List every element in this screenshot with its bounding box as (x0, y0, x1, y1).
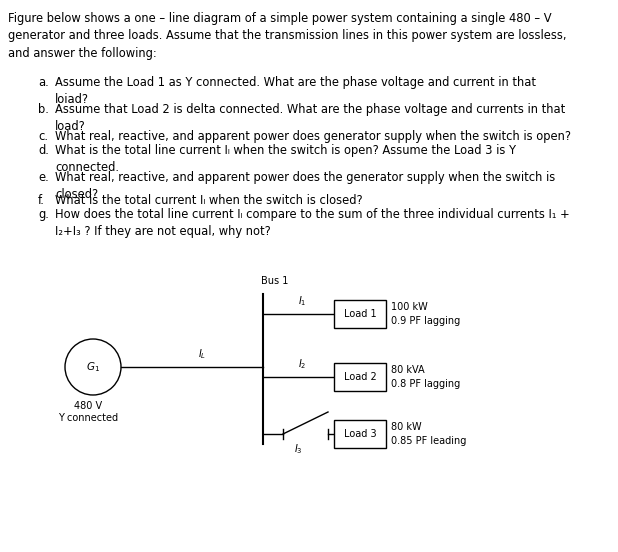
Text: 0.85 PF leading: 0.85 PF leading (391, 436, 467, 446)
Text: Figure below shows a one – line diagram of a simple power system containing a si: Figure below shows a one – line diagram … (8, 12, 567, 60)
Text: f.: f. (38, 194, 45, 207)
Text: 80 kW: 80 kW (391, 422, 421, 432)
Text: Bus 1: Bus 1 (261, 276, 289, 286)
Bar (334, 420, 386, 448)
Text: Assume the Load 1 as Y connected. What are the phase voltage and current in that: Assume the Load 1 as Y connected. What a… (55, 76, 536, 106)
Text: Assume that Load 2 is delta connected. What are the phase voltage and currents i: Assume that Load 2 is delta connected. W… (55, 103, 565, 133)
Text: Load 2: Load 2 (344, 372, 376, 382)
Text: g.: g. (38, 208, 49, 221)
Text: $I_L$: $I_L$ (198, 347, 206, 361)
Text: b.: b. (38, 103, 49, 116)
Text: $I_1$: $I_1$ (298, 294, 307, 308)
Text: a.: a. (38, 76, 49, 89)
Text: $I_3$: $I_3$ (294, 442, 302, 456)
Text: Load 3: Load 3 (344, 429, 376, 439)
Text: What is the total line current Iₗ when the switch is open? Assume the Load 3 is : What is the total line current Iₗ when t… (55, 144, 516, 174)
Text: $I_2$: $I_2$ (298, 357, 307, 371)
Text: Y connected: Y connected (58, 413, 118, 423)
Text: $G_1$: $G_1$ (86, 360, 100, 374)
Bar (334, 363, 386, 391)
Bar (334, 300, 386, 328)
Text: Load 1: Load 1 (344, 309, 376, 319)
Text: 100 kW: 100 kW (391, 302, 428, 312)
Text: What is the total current Iₗ when the switch is closed?: What is the total current Iₗ when the sw… (55, 194, 363, 207)
Text: 480 V: 480 V (74, 401, 102, 411)
Text: e.: e. (38, 171, 49, 184)
Text: c.: c. (38, 130, 48, 143)
Text: 0.8 PF lagging: 0.8 PF lagging (391, 379, 460, 389)
Text: What real, reactive, and apparent power does generator supply when the switch is: What real, reactive, and apparent power … (55, 130, 571, 143)
Text: 80 kVA: 80 kVA (391, 365, 425, 375)
Text: 0.9 PF lagging: 0.9 PF lagging (391, 316, 460, 326)
Text: d.: d. (38, 144, 49, 157)
Text: How does the total line current Iₗ compare to the sum of the three individual cu: How does the total line current Iₗ compa… (55, 208, 570, 238)
Circle shape (65, 339, 121, 395)
Text: What real, reactive, and apparent power does the generator supply when the switc: What real, reactive, and apparent power … (55, 171, 555, 201)
